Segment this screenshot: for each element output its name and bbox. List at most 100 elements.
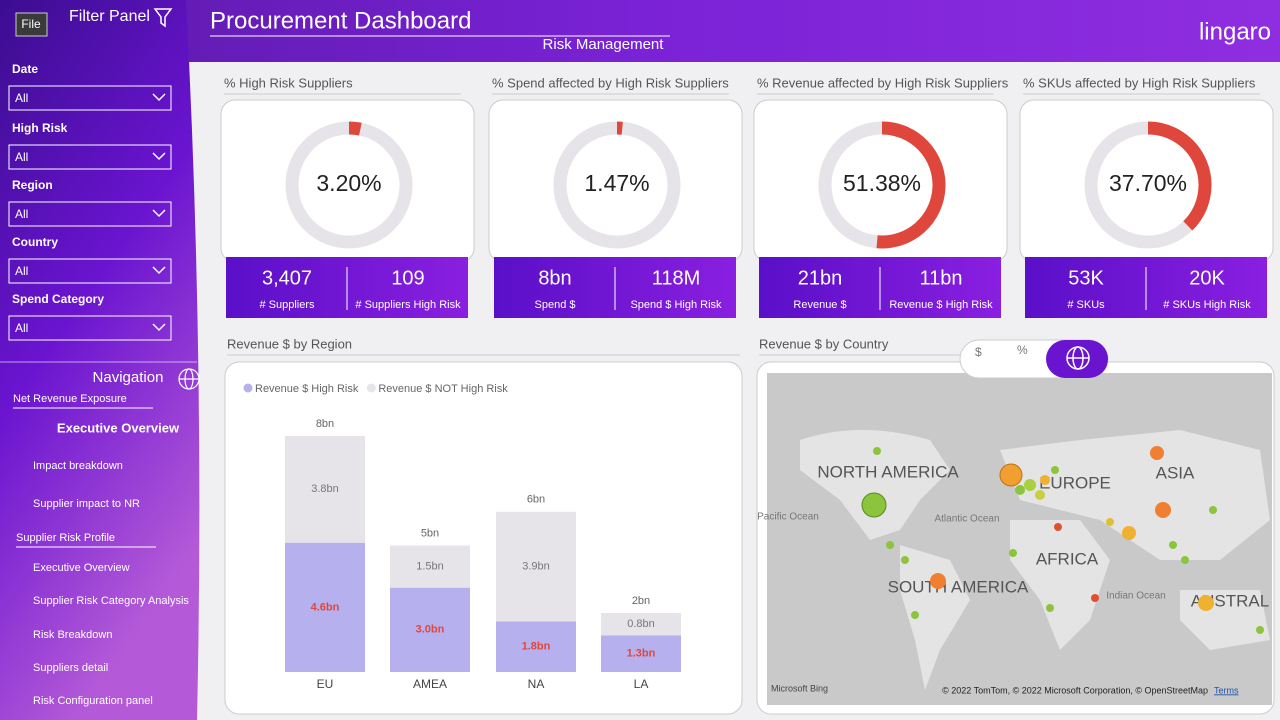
sidebar: [0, 0, 200, 720]
map-label: Pacific Ocean: [757, 512, 819, 523]
filter-label: Date: [12, 62, 38, 76]
filter-title: Filter Panel: [69, 8, 150, 25]
donut-arc: [1147, 121, 1212, 231]
kpi-stat-value: 109: [391, 267, 424, 289]
donut-label: 3.20%: [316, 170, 381, 196]
kpi-title: % Revenue affected by High Risk Supplier…: [757, 75, 1009, 90]
x-tick-label: EU: [317, 677, 334, 691]
toggle-percent[interactable]: %: [1017, 343, 1028, 357]
map-labels: NORTH AMERICA EUROPE ASIA AFRICA SOUTH AMERI…: [757, 462, 1269, 610]
nav-item[interactable]: Risk Configuration panel: [33, 695, 153, 707]
kpi-stat-label: Revenue $ High Risk: [889, 299, 993, 311]
filter-icon: [153, 8, 173, 28]
filter-label: High Risk: [12, 121, 68, 135]
bar-value-label: 0.8bn: [627, 618, 655, 630]
bar-segment: [601, 612, 681, 636]
globe-toggle[interactable]: [1066, 346, 1090, 370]
dropdown-arrow: [152, 209, 166, 218]
kpi-title: % Spend affected by High Risk Suppliers: [492, 75, 729, 90]
x-tick-label: AMEA: [413, 677, 447, 691]
bar-value-label: 4.6bn: [311, 601, 340, 613]
bar-segment: [390, 545, 470, 588]
bar-segment: [285, 435, 365, 543]
nav-item[interactable]: Executive Overview: [33, 562, 130, 574]
kpi-stat-label: Spend $: [535, 299, 576, 311]
map-label: AFRICA: [1036, 549, 1099, 568]
donut-label: 51.38%: [843, 170, 921, 196]
panel-title: Revenue $ by Country: [759, 336, 889, 351]
kpi-stat-label: # SKUs High Risk: [1163, 299, 1251, 311]
map-label: EUROPE: [1039, 473, 1111, 492]
filter-value: All: [15, 207, 28, 221]
kpi-stat-value: 21bn: [798, 267, 843, 289]
filter-label: Country: [12, 235, 58, 249]
nav-item[interactable]: Supplier impact to NR: [33, 498, 140, 510]
nav-item[interactable]: Supplier Risk Category Analysis: [33, 595, 189, 607]
file-button[interactable]: [15, 12, 48, 37]
kpi-stat-value: 20K: [1189, 267, 1225, 289]
filter-dropdown[interactable]: [8, 144, 172, 170]
map-toggle-active[interactable]: [1046, 340, 1108, 378]
dropdown-arrow: [152, 93, 166, 102]
bar-segment: [390, 587, 470, 672]
nav-item[interactable]: Suppliers detail: [33, 662, 108, 674]
kpi-title: % High Risk Suppliers: [224, 75, 353, 90]
filter-value: All: [15, 91, 28, 105]
panel-title: Revenue $ by Region: [227, 336, 352, 351]
kpi-stat-value: 118M: [652, 267, 701, 289]
bar-total-label: 8bn: [316, 418, 334, 430]
header-band: [0, 0, 1280, 62]
filter-label: Spend Category: [12, 292, 104, 306]
dropdown-arrow: [152, 152, 166, 161]
map-label: ASIA: [1156, 463, 1195, 482]
legend-swatch: [366, 383, 376, 393]
legend-swatch: [243, 383, 253, 393]
bar-segment: [601, 635, 681, 672]
bar-value-label: 3.8bn: [311, 483, 339, 495]
nav-item[interactable]: Executive Overview: [57, 420, 180, 435]
kpi-stat-label: # Suppliers High Risk: [355, 299, 461, 311]
filter-dropdown[interactable]: [8, 85, 172, 111]
map-label: Indian Ocean: [1106, 591, 1166, 602]
bar-total-label: 5bn: [421, 527, 439, 539]
filter-value: All: [15, 150, 28, 164]
kpi-stat-label: Spend $ High Risk: [630, 299, 722, 311]
nav-section: Supplier Risk Profile: [16, 532, 115, 544]
bar-value-label: 1.3bn: [627, 648, 656, 660]
kpi-stat-value: 8bn: [538, 267, 571, 289]
file-label[interactable]: File: [21, 17, 41, 31]
map-label: SOUTH AMERICA: [888, 577, 1029, 596]
filter-value: All: [15, 321, 28, 335]
logo: lingaro: [1199, 18, 1271, 45]
filter-label: Region: [12, 178, 53, 192]
kpi-stat-label: # SKUs: [1067, 299, 1105, 311]
donut-label: 37.70%: [1109, 170, 1187, 196]
x-tick-label: NA: [528, 677, 545, 691]
legend-label: Revenue $ High Risk: [255, 383, 359, 395]
filter-dropdown[interactable]: [8, 258, 172, 284]
bar-total-label: 2bn: [632, 595, 650, 607]
nav-item[interactable]: Impact breakdown: [33, 460, 123, 472]
bar-segment: [496, 511, 576, 622]
filter-dropdown[interactable]: [8, 315, 172, 341]
kpi-stat-value: 11bn: [919, 267, 962, 289]
nav-section: Net Revenue Exposure: [13, 393, 127, 405]
bar-value-label: 1.8bn: [522, 641, 551, 653]
nav-item[interactable]: Risk Breakdown: [33, 629, 112, 641]
globe-icon: [178, 368, 200, 390]
donut-label: 1.47%: [584, 170, 649, 196]
map-copyright: © 2022 TomTom, © 2022 Microsoft Corporat…: [942, 685, 1208, 695]
page-subtitle: Risk Management: [543, 36, 665, 53]
bar-segment: [496, 621, 576, 672]
bar-value-label: 3.9bn: [522, 561, 550, 573]
bar-total-label: 6bn: [527, 494, 545, 506]
nav-title: Navigation: [93, 369, 164, 386]
filter-dropdown[interactable]: [8, 201, 172, 227]
map-bubbles: [861, 446, 1264, 634]
toggle-dollar[interactable]: $: [975, 345, 982, 359]
map-terms[interactable]: Terms: [1214, 685, 1239, 695]
x-tick-label: LA: [634, 677, 649, 691]
page-title: Procurement Dashboard: [210, 7, 471, 34]
